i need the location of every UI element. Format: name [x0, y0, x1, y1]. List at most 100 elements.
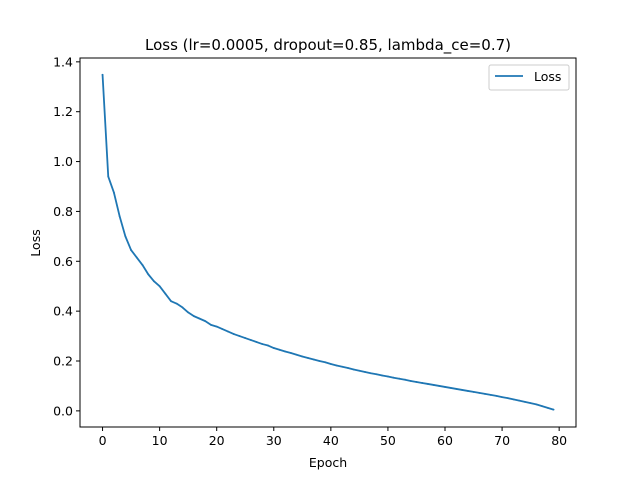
x-axis-label: Epoch — [309, 455, 347, 470]
data-point — [181, 306, 184, 309]
data-point — [518, 399, 521, 402]
data-point — [449, 387, 452, 389]
data-point — [232, 333, 235, 335]
axes-frame — [79, 57, 577, 428]
data-point — [261, 343, 264, 345]
data-point — [198, 317, 201, 320]
y-tick-label: 0.2 — [53, 354, 73, 369]
data-point — [506, 397, 509, 400]
data-point — [135, 256, 138, 259]
data-point — [210, 323, 212, 326]
data-point — [164, 292, 167, 295]
data-point — [250, 339, 252, 341]
x-tick-label: 0 — [99, 433, 107, 448]
data-point — [170, 300, 172, 303]
data-point — [158, 285, 161, 288]
data-point — [415, 381, 418, 383]
y-tick-label: 0.0 — [53, 403, 73, 418]
data-point — [466, 390, 469, 392]
data-point — [392, 376, 395, 379]
data-point — [192, 315, 195, 318]
data-point — [512, 398, 515, 401]
data-point — [301, 355, 304, 358]
data-point — [375, 373, 378, 376]
data-point — [324, 361, 327, 364]
y-tick-label: 0.4 — [53, 304, 73, 319]
x-tick-label: 60 — [437, 433, 453, 448]
data-point — [341, 365, 344, 368]
data-point — [501, 396, 503, 399]
data-point — [267, 344, 269, 347]
data-point — [489, 394, 492, 396]
data-point — [426, 383, 429, 385]
data-point — [147, 273, 150, 276]
x-tick-label: 20 — [209, 433, 225, 448]
chart-title: Loss (lr=0.0005, dropout=0.85, lambda_ce… — [145, 36, 511, 55]
data-point — [552, 408, 555, 411]
series-line-loss — [101, 73, 555, 411]
plot-area — [101, 73, 555, 411]
data-point — [421, 382, 424, 384]
data-point — [124, 235, 127, 238]
data-point — [438, 385, 441, 387]
data-point — [546, 406, 549, 409]
data-point — [529, 402, 532, 405]
legend-box — [488, 64, 570, 91]
x-tick-label: 80 — [551, 433, 567, 448]
data-point — [318, 360, 321, 362]
y-tick-label: 1.0 — [53, 154, 73, 169]
data-point — [289, 352, 292, 354]
data-point — [369, 372, 372, 375]
data-point — [284, 350, 287, 353]
legend: Loss — [488, 64, 570, 91]
y-tick-label: 0.6 — [53, 254, 73, 269]
data-point — [175, 302, 178, 305]
x-axis-ticks: 0 10 20 30 40 50 60 70 80 — [99, 427, 567, 448]
data-point — [221, 328, 224, 330]
data-point — [352, 368, 355, 371]
data-point — [472, 391, 475, 393]
x-tick-label: 10 — [152, 433, 168, 448]
data-point — [244, 337, 247, 339]
data-point — [364, 371, 367, 373]
data-point — [153, 280, 155, 283]
y-tick-label: 1.2 — [53, 104, 73, 119]
x-tick-label: 70 — [494, 433, 510, 448]
data-point — [381, 374, 384, 377]
data-point — [409, 380, 412, 382]
data-point — [335, 364, 338, 367]
data-point — [278, 348, 281, 351]
x-tick-label: 30 — [266, 433, 282, 448]
data-point — [307, 357, 309, 359]
x-tick-label: 50 — [380, 433, 396, 448]
data-point — [215, 325, 218, 328]
data-point — [444, 386, 446, 388]
x-tick-label: 40 — [323, 433, 339, 448]
data-point — [272, 347, 275, 349]
data-point — [329, 363, 332, 365]
data-point — [295, 353, 298, 356]
data-point — [524, 400, 526, 403]
data-point — [118, 215, 121, 218]
y-axis-ticks: 0.0 0.2 0.4 0.6 0.8 1.0 1.2 1.4 — [53, 54, 80, 418]
data-point — [432, 384, 435, 386]
data-point — [101, 73, 104, 76]
data-point — [227, 330, 230, 333]
y-tick-label: 1.4 — [53, 54, 73, 69]
y-tick-label: 0.8 — [53, 204, 73, 219]
data-point — [535, 403, 538, 406]
data-point — [107, 175, 110, 178]
data-point — [130, 249, 132, 251]
data-point — [238, 335, 241, 337]
data-point — [358, 369, 361, 372]
data-point — [404, 378, 406, 381]
data-point — [347, 367, 349, 369]
data-point — [187, 311, 190, 314]
data-point — [455, 388, 458, 390]
data-point — [495, 395, 498, 397]
data-point — [387, 375, 389, 378]
data-point — [312, 358, 315, 361]
data-point — [141, 264, 144, 266]
data-point — [484, 393, 486, 395]
